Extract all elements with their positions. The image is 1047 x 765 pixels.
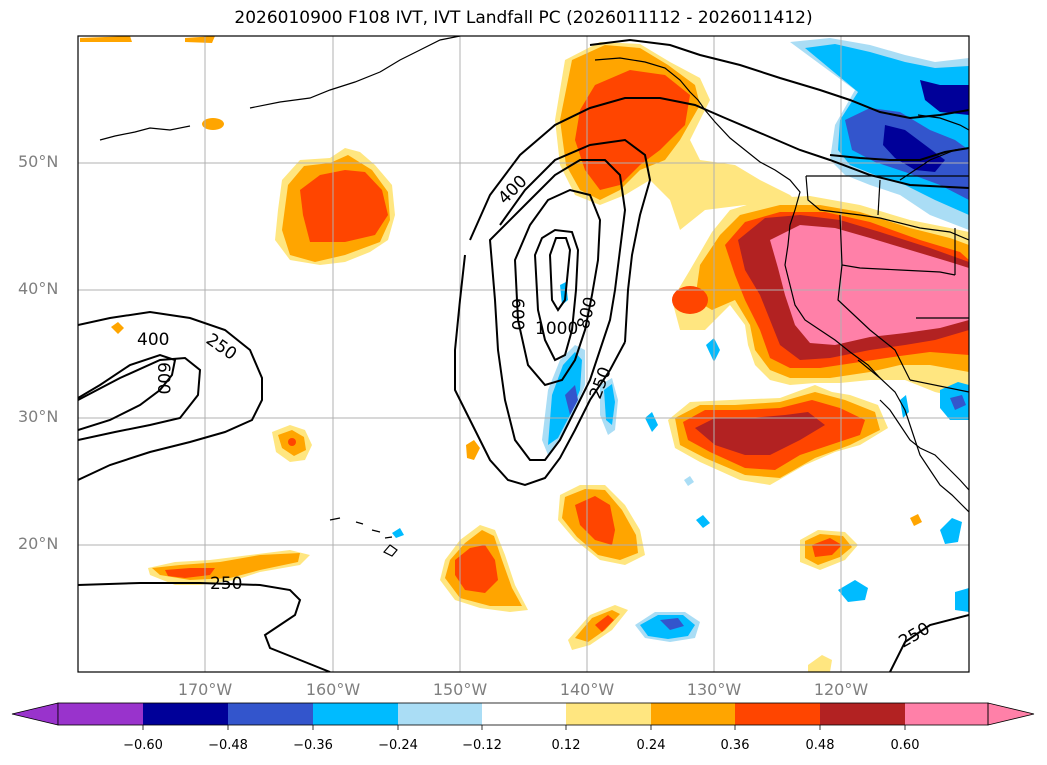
contour-label: 600 (507, 298, 527, 330)
plot-frame (77, 35, 970, 673)
colorbar-tick-label: 0.48 (805, 738, 835, 753)
lon-tick-label: 150°W (432, 680, 488, 699)
hawaii-islands (329, 517, 398, 557)
contour-label: 250 (202, 330, 240, 365)
gridlines (78, 36, 969, 672)
contour-label: 400 (137, 330, 169, 350)
lat-tick-label: 20°N (18, 534, 59, 553)
lon-tick-label: 140°W (559, 680, 615, 699)
lon-tick-label: 170°W (177, 680, 233, 699)
colorbar-tick-label: −0.60 (123, 738, 163, 753)
map-title: 2026010900 F108 IVT, IVT Landfall PC (20… (234, 8, 813, 28)
colorbar-tick-label: 0.60 (890, 738, 920, 753)
colorbar (11, 702, 1035, 730)
colorbar-tick-label: −0.48 (208, 738, 248, 753)
colorbar-tick-label: 0.24 (636, 738, 666, 753)
lat-tick-label: 50°N (18, 152, 59, 171)
colorbar-tick-label: 0.12 (551, 738, 581, 753)
contour-label: 250 (896, 619, 934, 653)
shaded-fields (80, 36, 969, 672)
contour-label: 1000 (535, 319, 578, 339)
colorbar-tick-label: −0.24 (378, 738, 418, 753)
ivt-contours (78, 38, 969, 672)
contour-label: 600 (153, 362, 173, 394)
lat-tick-label: 40°N (18, 279, 59, 298)
lat-tick-label: 30°N (18, 407, 59, 426)
colorbar-tick-label: −0.36 (293, 738, 333, 753)
colorbar-tick-label: −0.12 (462, 738, 502, 753)
contour-label: 250 (210, 574, 242, 594)
lon-tick-label: 130°W (686, 680, 742, 699)
lon-tick-label: 120°W (813, 680, 869, 699)
contour-label: 800 (574, 295, 602, 332)
colorbar-tick-label: 0.36 (720, 738, 750, 753)
lon-tick-label: 160°W (305, 680, 361, 699)
